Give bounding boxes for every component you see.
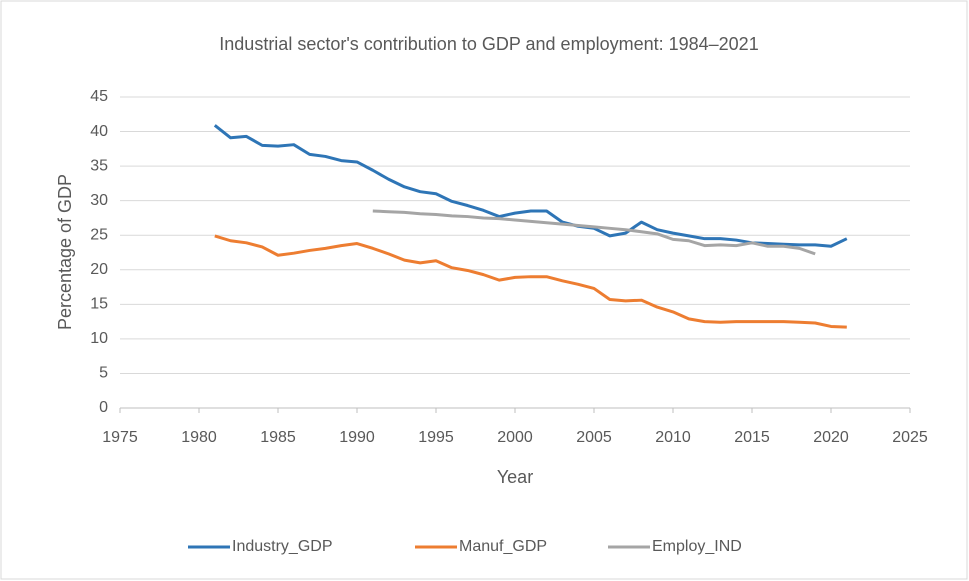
x-tick-label: 2015 — [734, 429, 770, 446]
x-tick-label: 1990 — [339, 429, 375, 446]
y-tick-label: 5 — [99, 365, 108, 382]
y-tick-label: 45 — [90, 88, 108, 105]
series-line — [214, 234, 847, 329]
x-tick-label: 2005 — [576, 429, 612, 446]
y-axis-title: Percentage of GDP — [55, 174, 75, 330]
x-tick-label: 2010 — [655, 429, 691, 446]
y-tick-label: 30 — [90, 192, 108, 209]
y-tick-label: 25 — [90, 226, 108, 243]
series-line — [372, 209, 816, 256]
chart-title: Industrial sector's contribution to GDP … — [219, 34, 758, 54]
x-tick-label: 2025 — [892, 429, 928, 446]
x-tick-label: 2000 — [497, 429, 533, 446]
series-line — [213, 124, 848, 248]
legend-label: Employ_IND — [652, 538, 742, 555]
x-tick-label: 2020 — [813, 429, 849, 446]
y-tick-label: 20 — [90, 261, 108, 278]
x-axis-title: Year — [497, 467, 533, 487]
x-tick-label: 1995 — [418, 429, 454, 446]
y-tick-label: 35 — [90, 157, 108, 174]
x-tick-label: 1980 — [181, 429, 217, 446]
y-tick-label: 10 — [90, 330, 108, 347]
x-tick-label: 1975 — [102, 429, 138, 446]
y-tick-label: 15 — [90, 296, 108, 313]
legend-label: Manuf_GDP — [459, 538, 547, 555]
x-tick-label: 1985 — [260, 429, 296, 446]
legend-label: Industry_GDP — [232, 538, 332, 555]
y-tick-label: 40 — [90, 123, 108, 140]
y-tick-label: 0 — [99, 399, 108, 416]
